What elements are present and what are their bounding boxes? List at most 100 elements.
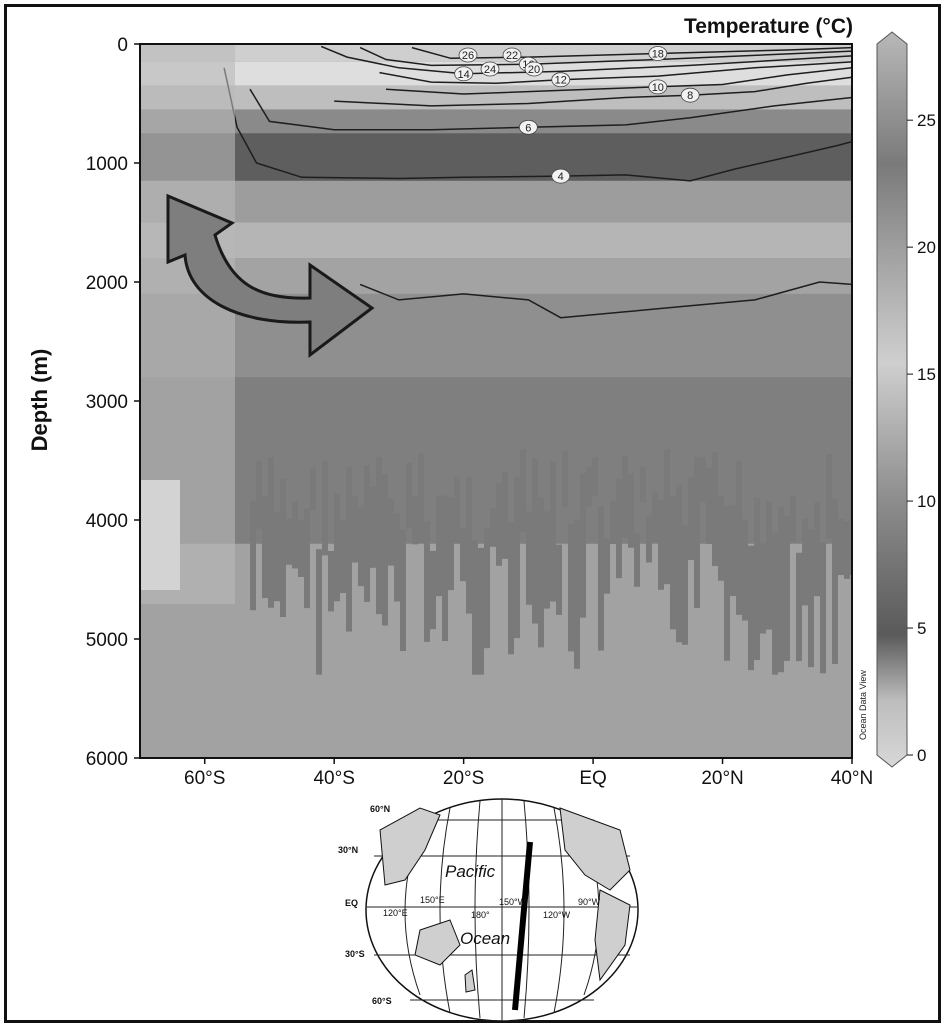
heatmap-area (140, 44, 852, 758)
deep-water-texture (250, 449, 852, 675)
deep-spike (262, 496, 268, 599)
map-eq: EQ (345, 898, 358, 908)
deep-spike (820, 543, 826, 674)
deep-spike (460, 528, 466, 582)
isotherm-label-10: 10 (652, 82, 664, 94)
isotherm-2 (359, 281, 852, 319)
deep-spike (652, 491, 658, 542)
deep-spike (688, 477, 694, 561)
deep-spike (664, 449, 670, 585)
deep-spike (580, 473, 586, 618)
deep-spike (634, 533, 640, 587)
y-tick-label: 2000 (86, 273, 128, 294)
x-tick-label: 20°N (701, 768, 743, 789)
colorbar-tick-label: 10 (917, 492, 936, 511)
deep-spike (814, 502, 820, 597)
deep-spike (430, 550, 436, 630)
isotherm-label-4: 4 (558, 171, 564, 183)
deep-spike (544, 511, 550, 609)
deep-spike (484, 528, 490, 649)
deep-spike (592, 457, 598, 496)
deep-spike (748, 545, 754, 671)
deep-spike (730, 505, 736, 597)
deep-spike (424, 521, 430, 642)
deep-spike (304, 508, 310, 609)
isotherm-label-18: 18 (652, 49, 664, 61)
isotherm-label-bg (502, 47, 522, 63)
chart-title: Temperature (°C) (684, 15, 853, 38)
isotherm-label-bg (551, 168, 571, 184)
deep-spike (454, 476, 460, 544)
deep-spike (472, 540, 478, 675)
x-tick-label: EQ (579, 768, 606, 789)
deep-spike (646, 515, 652, 563)
deep-spike (604, 538, 610, 594)
deep-spike (658, 499, 664, 590)
map-lon-120w: 120°W (543, 910, 571, 920)
depth-band (140, 85, 852, 110)
southern-patch (140, 480, 180, 590)
deep-spike (760, 543, 766, 634)
colorbar-tick-label: 25 (917, 111, 936, 130)
deep-spike (388, 499, 394, 566)
deep-spike (844, 521, 850, 579)
deep-spike (322, 461, 328, 556)
deep-spike (832, 498, 838, 664)
map-lat-60s: 60°S (372, 996, 392, 1006)
deep-spike (622, 455, 628, 538)
isotherm-label-14: 14 (458, 69, 470, 81)
y-tick-label: 3000 (86, 392, 128, 413)
deep-spike (442, 495, 448, 642)
deep-spike (718, 495, 724, 581)
deep-spike (796, 552, 802, 662)
section-track (512, 841, 533, 1011)
deep-spike (352, 496, 358, 563)
colorbar-tick-label: 20 (917, 238, 936, 257)
deep-spike (436, 495, 442, 597)
deep-spike (340, 520, 346, 594)
deep-spike (694, 456, 700, 608)
depth-band (140, 44, 852, 62)
deep-water-arrow (166, 193, 375, 359)
isotherm-label-6: 6 (525, 122, 531, 134)
deep-spike (370, 486, 376, 568)
deep-spike (406, 463, 412, 529)
map-landmasses (379, 807, 631, 993)
deep-spike (490, 507, 496, 547)
map-lat-60n: 60°N (370, 804, 390, 814)
y-axis-ticks: 0 1000 2000 3000 4000 5000 6000 (86, 35, 140, 770)
deep-spike (328, 550, 334, 612)
inset-map: 60°N 30°N EQ 30°S 60°S 150°E 120°E 180° … (338, 798, 639, 1022)
deep-spike (346, 466, 352, 632)
colorbar-bar (876, 31, 908, 768)
map-lon-150e: 150°E (420, 895, 445, 905)
isotherm-label-bg (518, 119, 538, 135)
deep-spike (784, 516, 790, 661)
deep-spike (508, 522, 514, 655)
deep-spike (724, 506, 730, 661)
isotherm-16 (359, 46, 852, 67)
deep-spike (310, 467, 316, 510)
deep-spike (382, 474, 388, 626)
colorbar-tick-label: 15 (917, 365, 936, 384)
deep-spike (586, 466, 592, 508)
map-lat-30n: 30°N (338, 845, 358, 855)
deep-spike (466, 477, 472, 614)
isotherm-label-8: 8 (687, 90, 693, 102)
deep-spike (628, 473, 634, 548)
deep-spike (838, 519, 844, 576)
deep-spike (376, 457, 382, 615)
x-tick-label: 60°S (184, 768, 225, 789)
map-ocean-label-1: Pacific (445, 862, 496, 881)
deep-spike (568, 524, 574, 652)
y-tick-label: 5000 (86, 630, 128, 651)
deep-spike (790, 495, 796, 542)
deep-spike (334, 493, 340, 602)
isotherm-18 (411, 46, 852, 60)
deep-spike (394, 513, 400, 602)
deep-spike (808, 528, 814, 668)
map-ocean-label-2: Ocean (460, 929, 510, 948)
deep-spike (712, 451, 718, 567)
deep-spike (706, 468, 712, 545)
deep-spike (400, 529, 406, 652)
